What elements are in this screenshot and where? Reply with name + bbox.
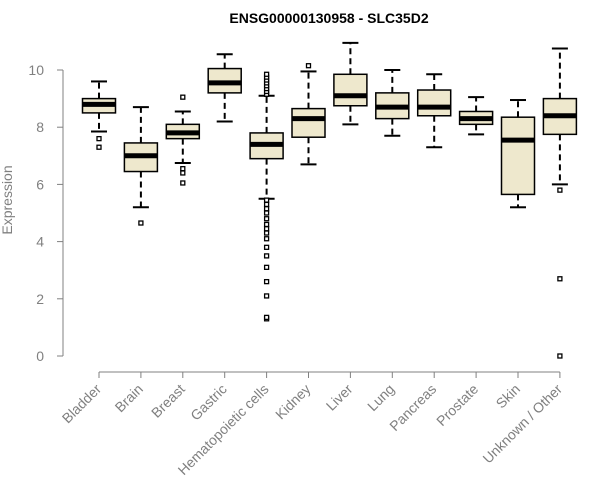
box-breast bbox=[165, 94, 201, 186]
box-liver bbox=[333, 41, 368, 126]
box-bladder bbox=[81, 80, 117, 150]
outlier-point bbox=[180, 180, 186, 186]
outlier-point bbox=[263, 264, 270, 270]
outlier-point bbox=[557, 276, 563, 282]
y-tick-label: 8 bbox=[36, 119, 44, 135]
outlier-point bbox=[263, 221, 270, 228]
box-brain bbox=[123, 106, 159, 226]
box-iqr bbox=[333, 73, 368, 107]
outlier-point bbox=[305, 63, 312, 69]
outlier-point bbox=[138, 220, 144, 226]
box-iqr bbox=[500, 116, 536, 196]
box-iqr bbox=[416, 89, 452, 117]
box-kidney bbox=[291, 63, 326, 166]
outlier-point bbox=[263, 206, 270, 212]
x-tick-label: Unknown / Other bbox=[479, 381, 565, 467]
outlier-point bbox=[180, 170, 186, 176]
x-tick-label: Breast bbox=[148, 381, 188, 421]
outlier-point bbox=[263, 71, 270, 77]
y-tick-label: 4 bbox=[36, 234, 44, 250]
box-iqr bbox=[291, 107, 326, 138]
outlier-point bbox=[263, 216, 270, 222]
outlier-point bbox=[263, 314, 270, 321]
outlier-point bbox=[263, 226, 270, 232]
box-lung bbox=[375, 69, 410, 137]
y-tick-label: 2 bbox=[36, 291, 44, 307]
outlier-point bbox=[180, 166, 186, 172]
x-tick-label: Bladder bbox=[59, 381, 105, 427]
x-tick-label: Liver bbox=[323, 381, 356, 414]
outlier-point bbox=[263, 210, 270, 216]
outlier-point bbox=[263, 197, 270, 203]
y-tick-label: 0 bbox=[36, 348, 44, 364]
box-gastric bbox=[207, 53, 242, 123]
chart-title: ENSG00000130958 - SLC35D2 bbox=[229, 10, 428, 26]
x-tick-label: Skin bbox=[493, 381, 524, 412]
outlier-point bbox=[263, 293, 270, 299]
outlier-point bbox=[263, 236, 270, 242]
box-hematopoietic-cells bbox=[249, 71, 284, 322]
outlier-point bbox=[180, 94, 186, 100]
outlier-point bbox=[263, 253, 270, 259]
x-tick-label: Lung bbox=[364, 381, 397, 414]
outlier-point bbox=[263, 201, 270, 208]
x-tick-label: Kidney bbox=[272, 381, 314, 423]
y-tick-label: 6 bbox=[36, 176, 44, 192]
box-skin bbox=[500, 99, 536, 209]
outlier-point bbox=[263, 278, 270, 285]
outlier-point bbox=[96, 135, 102, 142]
y-axis-label: Expression bbox=[0, 165, 15, 234]
y-tick-label: 10 bbox=[28, 62, 44, 78]
box-unknown-other bbox=[542, 47, 578, 359]
outlier-point bbox=[557, 187, 563, 193]
box-pancreas bbox=[416, 73, 452, 149]
outlier-point bbox=[263, 244, 270, 250]
box-prostate bbox=[458, 96, 494, 136]
outlier-point bbox=[96, 144, 102, 150]
plot-area bbox=[81, 41, 578, 359]
outlier-point bbox=[557, 353, 563, 359]
x-tick-label: Prostate bbox=[433, 381, 481, 429]
outlier-point bbox=[263, 230, 270, 236]
x-tick-label: Pancreas bbox=[386, 381, 439, 434]
x-tick-label: Brain bbox=[112, 381, 146, 415]
y-axis: 0 2 4 6 8 10 bbox=[28, 62, 64, 364]
